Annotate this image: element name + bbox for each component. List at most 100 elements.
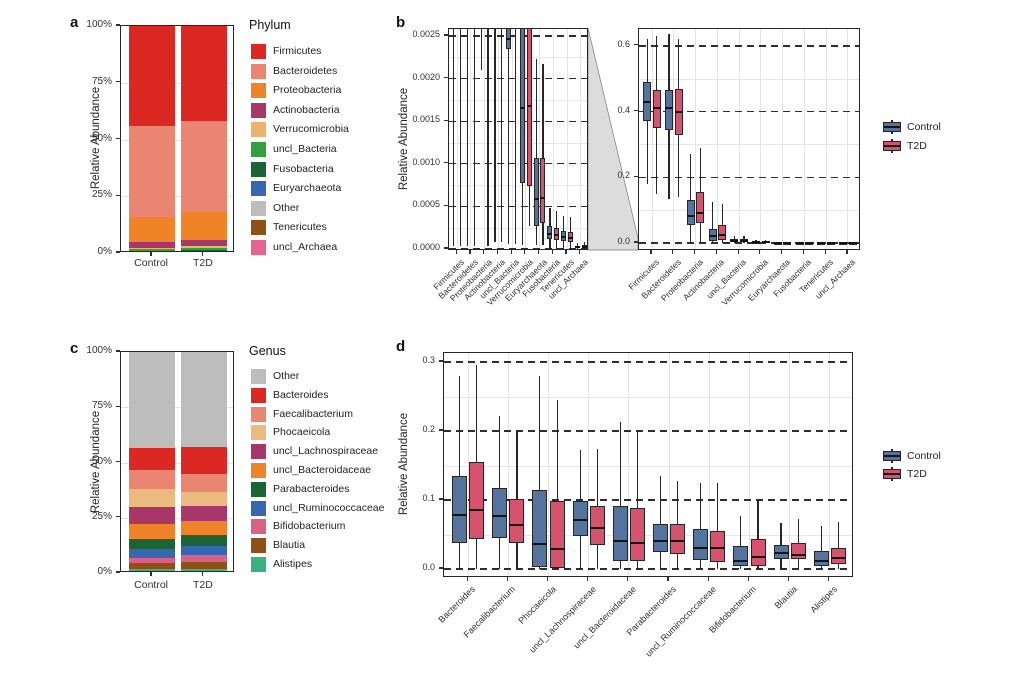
panel-b-label: b — [396, 14, 406, 31]
x-tick-mark — [650, 250, 652, 254]
gridline-vertical — [456, 29, 458, 249]
gridline-vertical — [552, 29, 554, 249]
median-T2D-Bacteroides — [469, 509, 485, 512]
bar-segment-Verrucomicrobia — [129, 247, 176, 250]
bar-segment-Firmicutes — [180, 26, 227, 122]
x-tick-mark — [455, 250, 457, 254]
median-Control-uncl_Ruminococcaceae — [693, 546, 709, 549]
gridline-vertical — [782, 29, 784, 249]
y-tick-mark — [439, 567, 443, 569]
y-tick-label: 0.0000 — [412, 242, 440, 252]
bar-segment-Fusobacteria — [180, 249, 227, 251]
whisker-T2D-Actinobacteria — [721, 203, 723, 243]
whisker-Control-Phocaeicola — [539, 375, 541, 569]
legend-label-Phocaeicola: Phocaeicola — [273, 426, 331, 439]
legend-key-glyph-Control — [883, 120, 901, 134]
bar-segment-Bacteroides — [180, 447, 227, 474]
box-T2D-uncl_Lachnospiraceae — [589, 506, 605, 545]
key-median — [884, 473, 900, 475]
whisker-T2D-uncl_Bacteria — [514, 29, 517, 244]
median-T2D-Verrucomicrobia — [761, 241, 770, 244]
legend-label-T2D: T2D — [907, 468, 927, 480]
gridline-vertical — [525, 29, 527, 249]
x-tick-mark — [824, 250, 826, 254]
y-tick-label: 0.2 — [617, 170, 630, 181]
whisker-Control-Alistipes — [820, 526, 822, 569]
box-Control-Fusobacteria — [547, 225, 553, 239]
y-tick-mark — [444, 119, 448, 121]
box-T2D-Faecalibacterium — [509, 498, 525, 544]
median-Control-Euryarchaeota — [533, 197, 539, 200]
gridline-vertical — [548, 353, 549, 576]
x-tick-mark — [565, 250, 567, 254]
box-T2D-Proteobacteria — [696, 192, 705, 224]
x-tick-mark — [693, 250, 696, 254]
box-Control-Proteobacteria — [686, 200, 695, 225]
gridline-major — [121, 82, 233, 84]
gridline-vertical — [628, 353, 630, 576]
x-tick-mark — [747, 577, 750, 581]
x-tick-mark — [587, 577, 589, 581]
y-tick-mark — [634, 44, 638, 46]
legend-swatch-Other — [251, 200, 266, 216]
x-tick-mark — [579, 250, 581, 254]
y-tick-label: 0% — [97, 566, 112, 577]
median-Control-Verrucomicrobia — [752, 241, 761, 244]
legend-label-Proteobacteria: Proteobacteria — [273, 84, 342, 97]
median-T2D-Fusobacteria — [554, 234, 560, 237]
median-Control-Fusobacteria — [795, 241, 804, 244]
bar-segment-Proteobacteria — [129, 216, 176, 242]
bar-segment-Alistipes — [129, 568, 176, 571]
legend-label-Control: Control — [907, 121, 941, 133]
box-Control-Blautia — [773, 544, 789, 559]
gridline-major — [639, 176, 859, 178]
gridline-vertical — [566, 29, 568, 249]
gridline-vertical — [748, 353, 750, 576]
y-tick-mark — [116, 516, 120, 518]
median-T2D-Tenericutes — [567, 236, 573, 239]
bar-segment-Proteobacteria — [180, 212, 227, 240]
whisker-Control-Proteobacteria — [690, 154, 692, 243]
legend-label-uncl_Bacteria: uncl_Bacteria — [273, 143, 337, 155]
whisker-Control-Euryarchaeota — [535, 59, 537, 245]
box-Control-Euryarchaeota — [533, 157, 539, 226]
panel-a-label: a — [70, 14, 79, 31]
box-Control-Faecalibacterium — [492, 487, 508, 538]
x-tick-mark — [202, 572, 204, 576]
bar-segment-uncl_Bacteria — [129, 249, 176, 251]
gridline-vertical — [789, 353, 791, 576]
gridline-minor — [449, 57, 587, 59]
whisker-Control-Firmicutes — [453, 29, 455, 247]
gridline-vertical — [803, 29, 805, 249]
gridline-major — [121, 462, 233, 464]
legend-swatch-Tenericutes — [251, 220, 266, 236]
median-T2D-Phocaeicola — [549, 547, 565, 550]
median-Control-uncl_Lachnospiraceae — [572, 519, 588, 521]
box-Control-uncl_Lachnospiraceae — [572, 501, 588, 536]
bar-segment-Bacteroides — [129, 448, 176, 471]
gridline-vertical — [716, 29, 718, 249]
box-Control-uncl_Bacteroidaceae — [612, 505, 628, 561]
legend-swatch-Other — [251, 369, 266, 384]
median-Control-Tenericutes — [561, 236, 567, 239]
box-Control-uncl_Ruminococcaceae — [693, 528, 709, 561]
bar-segment-uncl_Bacteria — [180, 248, 227, 250]
box-Control-Bifidobacterium — [733, 546, 749, 567]
median-Control-Fusobacteria — [547, 232, 553, 235]
legend-label-Faecalibacterium: Faecalibacterium — [273, 407, 353, 420]
gridline-vertical — [673, 29, 675, 249]
legend-swatch-Phocaeicola — [251, 425, 266, 441]
bar-segment-uncl_Bacteroidaceae — [180, 521, 227, 536]
bar-segment-uncl_Ruminococcaceae — [180, 546, 227, 556]
gridline-major — [639, 110, 859, 113]
x-category-label: Alistipes — [808, 584, 839, 615]
y-tick-mark — [116, 460, 120, 463]
median-T2D-Euryarchaeota — [540, 196, 546, 199]
legend-swatch-Parabacteroides — [251, 481, 266, 497]
x-tick-mark — [781, 250, 783, 254]
plot-panel-b_full — [638, 28, 860, 250]
bar-segment-uncl_Lachnospiraceae — [180, 505, 227, 522]
whisker-Control-Parabacteroides — [659, 475, 662, 569]
median-T2D-Verrucomicrobia — [526, 104, 532, 107]
y-tick-label: 100% — [86, 345, 112, 356]
